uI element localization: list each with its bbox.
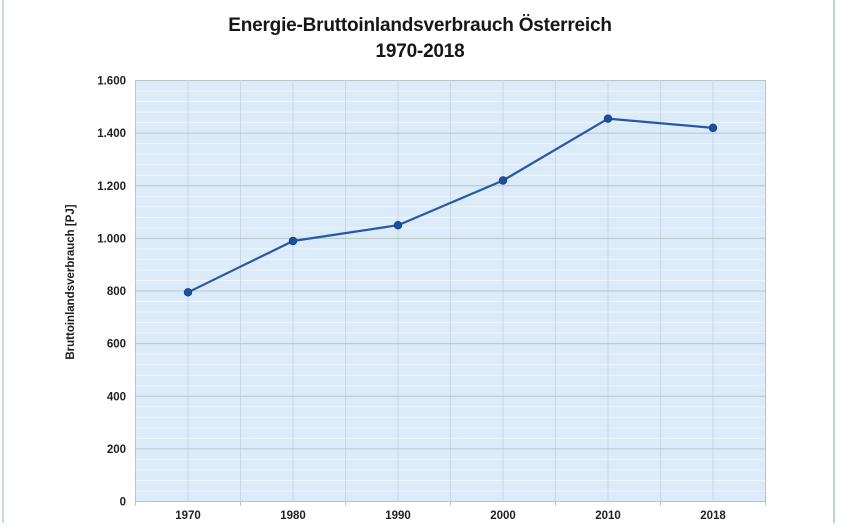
x-tick-label: 1970 [175, 510, 201, 522]
x-tick-label: 2018 [700, 510, 726, 522]
data-point-1990 [393, 221, 403, 230]
y-tick-label: 1.600 [97, 76, 126, 88]
y-tick-label: 0 [120, 497, 126, 509]
x-tick-label: 2010 [595, 510, 621, 522]
series-line [186, 117, 715, 294]
y-tick-label: 200 [107, 444, 126, 456]
y-tick-label: 1.200 [97, 181, 126, 193]
x-tick-label: 1980 [280, 510, 306, 522]
y-tick-label: 400 [107, 391, 126, 403]
data-point-1980 [288, 236, 298, 246]
chart-title: Energie-Bruttoinlandsverbrauch Österreic… [0, 13, 840, 65]
y-tick-label: 800 [107, 286, 126, 298]
data-point-1970 [183, 288, 193, 297]
data-point-2000 [498, 176, 508, 185]
x-tick-label: 2000 [490, 510, 516, 522]
right-frame-border [833, 0, 835, 523]
y-tick-label: 1.000 [97, 233, 126, 245]
data-point-2010 [603, 114, 613, 123]
chart-title-line2: 1970-2018 [375, 41, 465, 62]
y-tick-label: 600 [107, 339, 126, 351]
chart-title-line1: Energie-Bruttoinlandsverbrauch Österreic… [228, 15, 612, 36]
left-frame-border [2, 0, 4, 523]
y-tick-label: 1.400 [97, 128, 126, 140]
data-point-2018 [708, 123, 718, 133]
x-tick-label: 1990 [385, 510, 411, 522]
